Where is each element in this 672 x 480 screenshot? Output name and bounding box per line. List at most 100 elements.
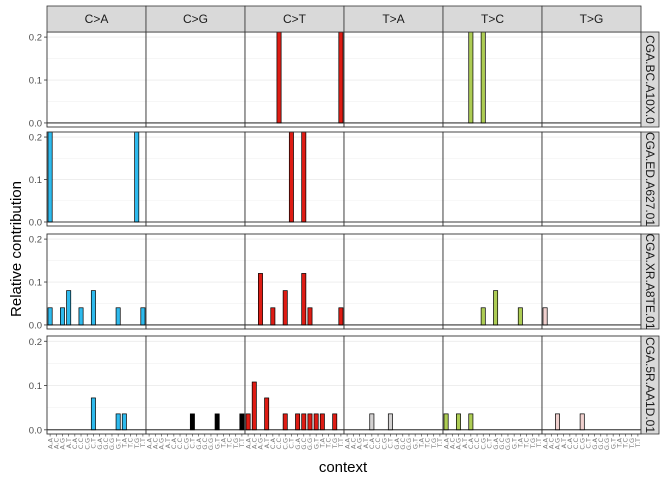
panel-background bbox=[443, 234, 542, 329]
x-tick-label: A.G bbox=[158, 438, 166, 449]
x-tick-label: A.G bbox=[257, 438, 265, 449]
panel-C-to-A bbox=[46, 131, 147, 227]
x-tick-label: G.C bbox=[300, 438, 308, 450]
bar-C-to-T-G.C bbox=[301, 413, 307, 431]
bar-C-to-T-T.G bbox=[332, 413, 338, 431]
bar-C-to-T-G.C bbox=[301, 273, 307, 326]
x-tick-label: C.G bbox=[83, 438, 91, 450]
panel-T-to-C bbox=[442, 335, 543, 435]
sample-strip bbox=[640, 335, 660, 435]
bar-C-to-T-G.G bbox=[307, 307, 313, 326]
panel-T-to-G bbox=[541, 233, 642, 330]
x-tick-label: A.G bbox=[59, 438, 67, 449]
strip-C-to-A bbox=[46, 5, 147, 33]
bar-C-to-T-C.G bbox=[282, 290, 288, 326]
bar-C-to-A-C.C bbox=[78, 307, 84, 326]
bar-T-to-G-C.G bbox=[579, 413, 585, 431]
panel-C-to-G bbox=[145, 335, 246, 435]
x-tick-label: A.C bbox=[250, 438, 258, 449]
x-tick-label: C.A bbox=[269, 437, 277, 449]
bar-T-to-C-C.G bbox=[480, 307, 486, 326]
x-tick-label: G.G bbox=[207, 438, 215, 450]
bar-C-to-G-T.T bbox=[239, 413, 245, 431]
x-tick-label: G.C bbox=[102, 438, 110, 450]
bar-T-to-C-T.A bbox=[517, 307, 523, 326]
x-tick-label: T.A bbox=[220, 437, 228, 448]
panel-background bbox=[344, 32, 443, 127]
bar-T-to-A-C.A bbox=[369, 413, 375, 431]
mutation-type-strips: C>A C>G C>T T>A T>C T>G bbox=[46, 5, 642, 33]
sample-label: CGA.ED.A627.01 bbox=[643, 132, 657, 226]
x-tick-label: G.A bbox=[591, 437, 599, 449]
x-tick-label: G.G bbox=[405, 438, 413, 450]
bar-T-to-C-C.G bbox=[480, 31, 486, 124]
panel-background bbox=[542, 234, 641, 329]
panel-background bbox=[245, 32, 344, 127]
x-tick-label: G.G bbox=[108, 438, 116, 450]
x-tick-label: T.A bbox=[616, 437, 624, 448]
bar-C-to-T-G.G bbox=[307, 413, 313, 431]
panel-background bbox=[146, 336, 245, 434]
x-tick-label: A.T bbox=[263, 438, 271, 448]
x-tick-label: A.C bbox=[52, 438, 60, 449]
x-tick-label: A.T bbox=[461, 438, 469, 448]
strip-C-to-T bbox=[244, 5, 345, 33]
x-tick-label: T.C bbox=[523, 438, 531, 449]
bar-C-to-A-A.T bbox=[66, 290, 72, 326]
sample-strips: CGA.BC.A10X.0 CGA.ED.A627.01 CGA.XR.A8TE.0… bbox=[640, 31, 660, 435]
y-axis-title: Relative contribution bbox=[8, 181, 25, 317]
x-tick-label: T.A bbox=[121, 437, 129, 448]
sample-label: CGA.5R.AA1D.01 bbox=[643, 337, 657, 433]
bar-C-to-T-T.A bbox=[319, 413, 325, 431]
panel-C-to-G bbox=[145, 31, 246, 128]
panel-background bbox=[146, 234, 245, 329]
bar-T-to-C-A.A bbox=[443, 413, 449, 431]
panel-T-to-A bbox=[343, 131, 444, 227]
x-tick-label: G.G bbox=[603, 438, 611, 450]
x-tick-label: T.G bbox=[529, 438, 537, 449]
bar-C-to-A-C.T bbox=[90, 290, 96, 326]
x-tick-label: A.T bbox=[65, 438, 73, 448]
x-tick-label: C.C bbox=[473, 438, 481, 450]
x-tick-label: C.G bbox=[380, 438, 388, 450]
bar-C-to-A-G.T bbox=[115, 413, 121, 431]
panel-T-to-C bbox=[442, 31, 543, 128]
bar-C-to-T-C.A bbox=[270, 307, 276, 326]
x-tick-label: G.T bbox=[213, 438, 221, 449]
bar-T-to-C-A.G bbox=[456, 413, 461, 431]
bar-T-to-A-C.T bbox=[387, 413, 393, 431]
x-tick-label: A.A bbox=[442, 437, 450, 448]
strip-label-T-to-G: T>G bbox=[580, 12, 604, 26]
x-tick-label: G.C bbox=[399, 438, 407, 450]
x-axis-title: context bbox=[319, 459, 368, 476]
x-tick-label: T.T bbox=[535, 438, 543, 448]
x-tick-label: C.G bbox=[578, 438, 586, 450]
panel-T-to-G bbox=[541, 131, 642, 227]
panel-background bbox=[146, 32, 245, 127]
y-axes: 0.0 0.1 0.2 0.0 0.1 0.2 0.0 0.1 0.2 0.0 0.1 0.2 bbox=[29, 33, 47, 436]
context-axis: A.AA.CA.GA.TC.AC.CC.GC.TG.AG.CG.GG.TT.AT… bbox=[46, 434, 642, 450]
panel-C-to-T bbox=[244, 233, 345, 330]
bar-C-to-A-A.G bbox=[60, 307, 65, 326]
bar-C-to-A-G.T bbox=[115, 307, 121, 326]
x-tick-label: T.G bbox=[232, 438, 240, 449]
x-tick-label: A.G bbox=[554, 438, 562, 449]
x-tick-label: T.G bbox=[133, 438, 141, 449]
x-tick-label: G.A bbox=[195, 437, 203, 449]
x-tick-label: A.C bbox=[448, 438, 456, 449]
x-tick-label: G.C bbox=[597, 438, 605, 450]
x-tick-label: C.T bbox=[486, 438, 494, 449]
panel-C-to-T bbox=[244, 31, 345, 128]
x-tick-label: A.C bbox=[151, 438, 159, 449]
x-tick-label: T.C bbox=[226, 438, 234, 449]
bar-C-to-T-T.T bbox=[338, 31, 344, 124]
bar-C-to-T-C.G bbox=[282, 413, 288, 431]
panel-T-to-A bbox=[343, 233, 444, 330]
x-tick-label: A.A bbox=[145, 437, 153, 448]
x-tick-label: C.T bbox=[288, 438, 296, 449]
panel-C-to-A bbox=[46, 335, 147, 435]
x-tick-label: G.A bbox=[294, 437, 302, 449]
x-tick-label: T.T bbox=[238, 438, 246, 448]
x-tick-label: G.T bbox=[312, 438, 320, 449]
bar-C-to-G-G.T bbox=[214, 413, 220, 431]
